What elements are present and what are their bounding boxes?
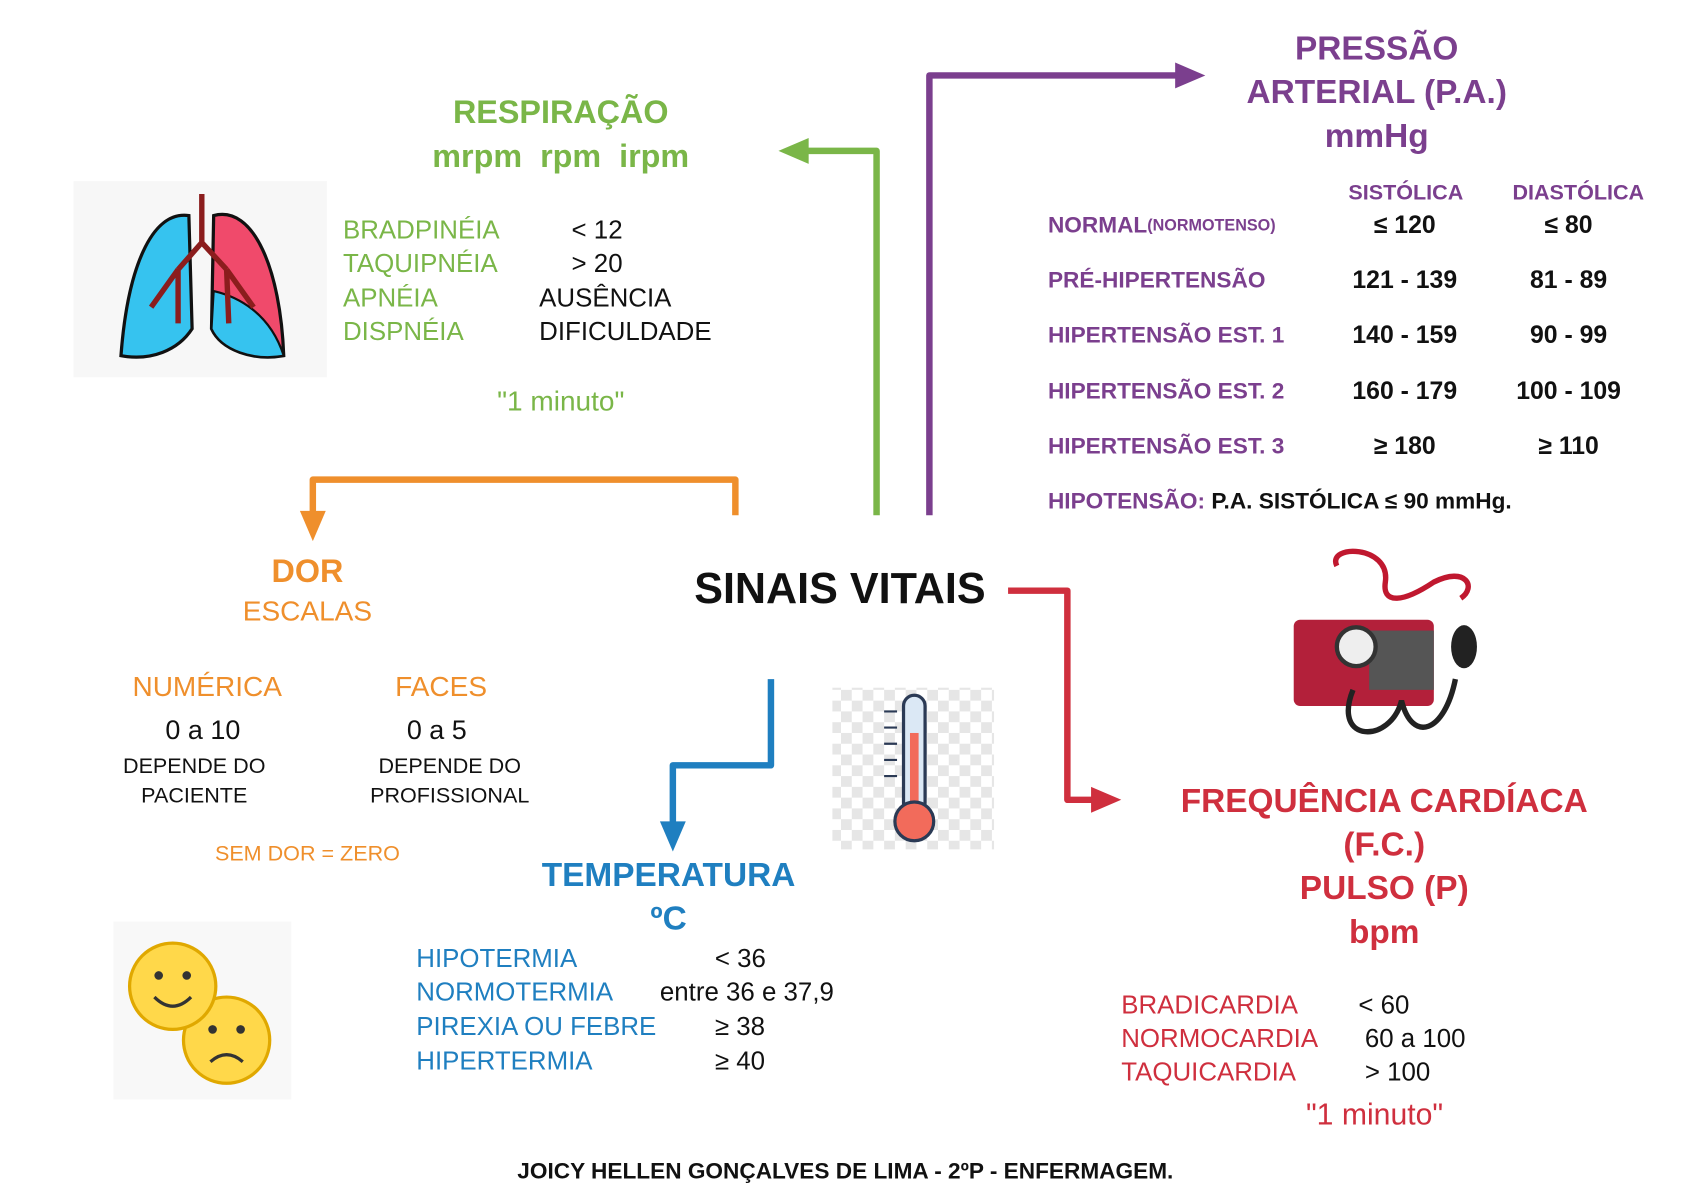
- scale-note: PACIENTE: [141, 782, 247, 807]
- section-title: ARTERIAL (P.A.): [1246, 74, 1506, 111]
- row-value: < 60: [1358, 992, 1409, 1020]
- arrowhead: [659, 821, 686, 852]
- row-value: > 100: [1365, 1058, 1430, 1086]
- scale-range: 0 a 10: [165, 715, 240, 745]
- units: mrpm rpm irpm: [432, 138, 689, 174]
- row-label: TAQUICARDIA: [1121, 1058, 1297, 1086]
- row-value: ≥ 38: [715, 1013, 765, 1041]
- label: PRÉ-HIPERTENSÃO: [1048, 267, 1265, 292]
- connectors: [299, 62, 1206, 852]
- scale-name: NUMÉRICA: [132, 671, 282, 702]
- row-value: entre 36 e 37,9: [660, 979, 834, 1007]
- scale-note: DEPENDE DO: [123, 753, 265, 778]
- row-label: NORMOTERMIA: [416, 979, 614, 1007]
- arrow-pressao: [926, 72, 1181, 516]
- label: HIPERTENSÃO EST. 3: [1048, 433, 1284, 458]
- label-sub: (NORMOTENSO): [1147, 217, 1275, 235]
- section-title: PRESSÃO: [1295, 29, 1458, 67]
- row-label: DISPNÉIA: [343, 317, 464, 346]
- row-value: < 12: [572, 217, 623, 245]
- arrow-temperatura: [669, 679, 775, 825]
- systolic: ≥ 180: [1374, 433, 1436, 460]
- diastolic: ≤ 80: [1545, 212, 1593, 239]
- scale-range: 0 a 5: [407, 715, 467, 745]
- column-header: SISTÓLICA: [1348, 180, 1463, 205]
- row-label: HIPERTERMIA: [416, 1048, 593, 1076]
- row-value: > 20: [572, 250, 623, 278]
- section-title: PULSO (P): [1300, 870, 1469, 907]
- scale-note: PROFISSIONAL: [370, 782, 529, 807]
- arrowhead: [1091, 786, 1122, 813]
- row-value: 60 a 100: [1365, 1025, 1466, 1053]
- arrowhead: [1175, 62, 1206, 89]
- subtitle: ESCALAS: [243, 596, 372, 627]
- label: NORMAL: [1048, 212, 1147, 237]
- unit: ºC: [650, 900, 686, 937]
- lungs-illustration: [73, 181, 327, 378]
- row-value: AUSÊNCIA: [539, 283, 672, 312]
- sphygmomanometer-illustration: [1293, 548, 1477, 735]
- footer: JOICY HELLEN GONÇALVES DE LIMA - 2ºP - E…: [517, 1159, 1173, 1184]
- row-label: HIPERTENSÃO EST. 1: [1048, 322, 1284, 347]
- diastolic: ≥ 110: [1538, 433, 1598, 460]
- section-title: bpm: [1349, 914, 1420, 951]
- column-header: DIASTÓLICA: [1512, 180, 1644, 205]
- label: HIPERTENSÃO EST. 1: [1048, 322, 1284, 347]
- label: HIPERTENSÃO EST. 2: [1048, 378, 1284, 403]
- row-label: NORMAL(NORMOTENSO): [1048, 212, 1276, 237]
- section-title: RESPIRAÇÃO: [453, 93, 669, 130]
- row-label: BRADPINÉIA: [343, 216, 500, 245]
- arrow-respiracao: [803, 147, 880, 516]
- row-label: APNÉIA: [343, 283, 439, 312]
- arrowhead: [778, 137, 809, 164]
- diastolic: 100 - 109: [1516, 378, 1621, 405]
- row-label: HIPERTENSÃO EST. 2: [1048, 378, 1284, 403]
- footnote: SEM DOR = ZERO: [215, 840, 400, 865]
- scale-name: FACES: [395, 671, 487, 702]
- thermometer-illustration: [832, 687, 995, 850]
- arrowhead: [299, 510, 326, 542]
- systolic: ≤ 120: [1374, 212, 1436, 239]
- hipotensao-text: P.A. SISTÓLICA ≤ 90 mmHg.: [1211, 488, 1511, 513]
- arrow-frequencia: [1008, 587, 1095, 804]
- row-value: DIFICULDADE: [539, 318, 711, 346]
- section-title: TEMPERATURA: [542, 857, 796, 894]
- row-label: PIREXIA OU FEBRE: [416, 1013, 656, 1041]
- center-title: SINAIS VITAIS: [694, 565, 985, 613]
- row-value: < 36: [715, 945, 766, 973]
- row-label: BRADICARDIA: [1121, 992, 1298, 1020]
- row-label: HIPOTERMIA: [416, 945, 578, 973]
- systolic: 160 - 179: [1352, 378, 1457, 405]
- diastolic: 90 - 99: [1530, 322, 1607, 349]
- hipotensao: HIPOTENSÃO: P.A. SISTÓLICA ≤ 90 mmHg.: [1048, 488, 1512, 513]
- row-value: ≥ 40: [715, 1048, 765, 1076]
- section-title: FREQUÊNCIA CARDÍACA: [1181, 782, 1588, 820]
- section-title: mmHg: [1325, 118, 1429, 155]
- note: "1 minuto": [1306, 1099, 1443, 1132]
- section-title: DOR: [272, 553, 344, 589]
- row-label: HIPERTENSÃO EST. 3: [1048, 433, 1284, 458]
- faces-illustration: [113, 921, 292, 1100]
- systolic: 121 - 139: [1352, 267, 1457, 294]
- note: "1 minuto": [497, 386, 624, 417]
- row-label: NORMOCARDIA: [1121, 1025, 1319, 1053]
- arrow-dor: [309, 476, 739, 516]
- scale-note: DEPENDE DO: [378, 753, 520, 778]
- systolic: 140 - 159: [1352, 322, 1457, 349]
- diastolic: 81 - 89: [1530, 267, 1607, 294]
- hipotensao-label: HIPOTENSÃO:: [1048, 488, 1205, 513]
- row-label: PRÉ-HIPERTENSÃO: [1048, 267, 1265, 292]
- row-label: TAQUIPNÉIA: [343, 249, 498, 278]
- section-title: (F.C.): [1343, 827, 1425, 864]
